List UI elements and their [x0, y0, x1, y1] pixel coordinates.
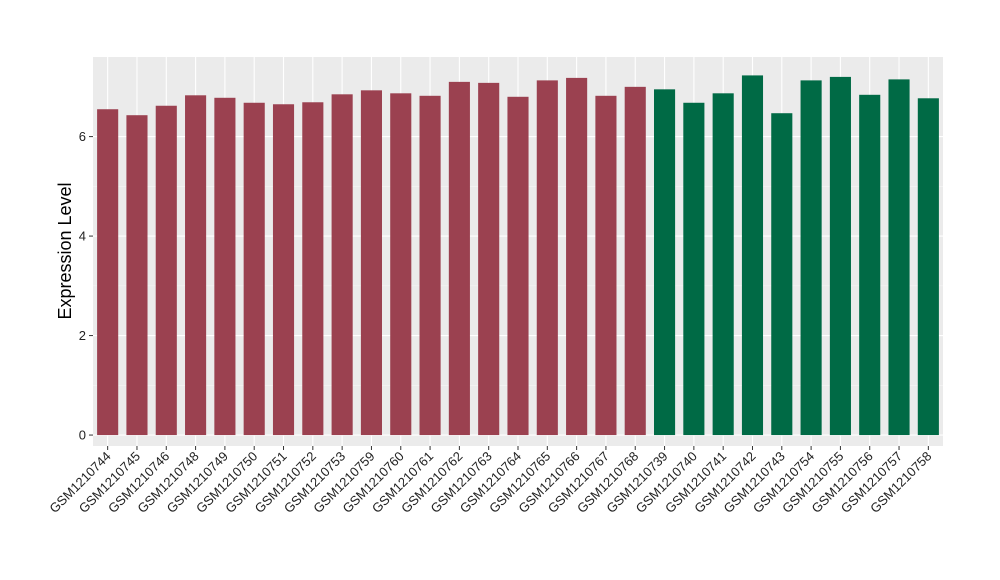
bar-GSM1210746: [155, 105, 177, 436]
bar-GSM1210764: [507, 96, 529, 436]
bar-GSM1210758: [917, 98, 939, 436]
x-axis: GSM1210744GSM1210745GSM1210746GSM1210748…: [46, 446, 934, 516]
bar-GSM1210756: [859, 94, 881, 436]
bar-GSM1210740: [683, 102, 705, 436]
y-tick-label: 0: [79, 428, 86, 443]
bar-GSM1210752: [302, 102, 324, 436]
bar-GSM1210761: [419, 95, 441, 436]
bar-GSM1210741: [712, 93, 734, 436]
y-tick-label: 2: [79, 328, 86, 343]
y-axis-title: Expression Level: [55, 182, 75, 319]
bars-group: [97, 75, 939, 436]
bar-GSM1210744: [97, 109, 119, 436]
bar-GSM1210757: [888, 79, 910, 436]
bar-GSM1210739: [654, 89, 676, 436]
y-tick-label: 6: [79, 129, 86, 144]
bar-GSM1210768: [624, 86, 646, 436]
bar-GSM1210749: [214, 97, 236, 436]
bar-GSM1210743: [771, 113, 793, 436]
bar-GSM1210742: [741, 75, 764, 436]
y-tick-label: 4: [79, 229, 86, 244]
bar-GSM1210750: [243, 102, 265, 436]
bar-GSM1210765: [536, 80, 558, 436]
bar-GSM1210753: [331, 94, 353, 436]
bar-GSM1210745: [126, 115, 148, 436]
bar-GSM1210755: [829, 76, 851, 436]
bar-GSM1210766: [566, 77, 588, 436]
bar-GSM1210751: [272, 104, 295, 436]
bar-GSM1210754: [800, 80, 822, 436]
bar-GSM1210760: [390, 93, 412, 436]
bar-GSM1210762: [448, 81, 470, 436]
bar-GSM1210748: [185, 95, 207, 436]
bar-GSM1210767: [595, 95, 617, 436]
bar-GSM1210759: [360, 90, 382, 436]
y-axis: 0 2 4 6: [79, 129, 93, 443]
bar-GSM1210763: [478, 82, 500, 436]
